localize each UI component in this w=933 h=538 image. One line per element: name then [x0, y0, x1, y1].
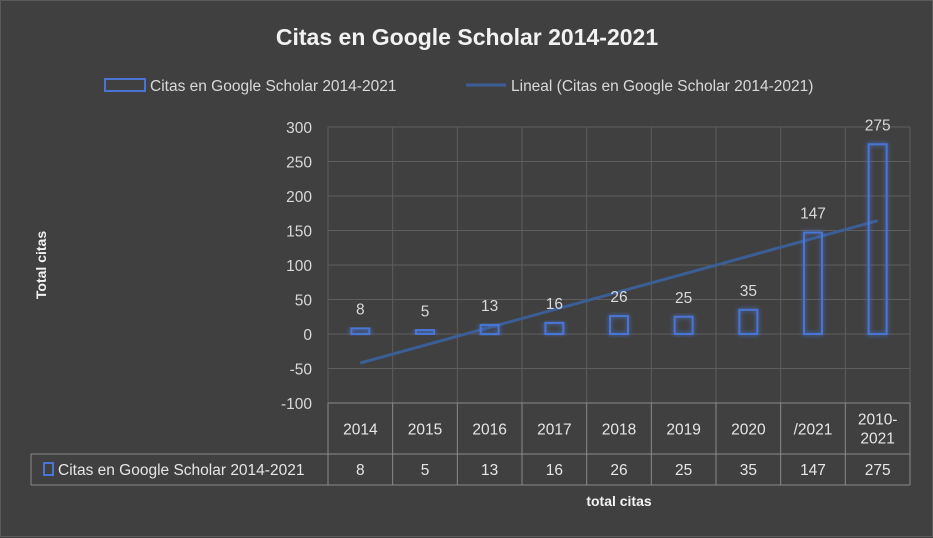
table-cell-value: 16: [546, 462, 563, 479]
data-label: 25: [675, 290, 692, 307]
table-cell-value: 275: [865, 462, 891, 479]
y-tick-label: -100: [281, 396, 312, 413]
y-tick-label: 300: [286, 120, 312, 137]
legend-bar-label: Citas en Google Scholar 2014-2021: [150, 78, 396, 95]
x-category-label: 2015: [408, 422, 442, 439]
data-label: 147: [800, 206, 826, 223]
y-tick-label: 150: [286, 224, 312, 241]
data-label: 35: [740, 283, 757, 300]
bar: [673, 315, 694, 335]
table-cell-value: 147: [800, 462, 826, 479]
x-category-label: 2020: [731, 422, 766, 439]
x-axis-title: total citas: [586, 493, 652, 509]
x-category-label-line: 2021: [860, 431, 894, 448]
data-label: 26: [610, 289, 627, 306]
bar: [867, 143, 888, 335]
table-cell-value: 13: [481, 462, 498, 479]
legend-trend-label: Lineal (Citas en Google Scholar 2014-202…: [511, 78, 813, 95]
data-label: 16: [546, 296, 563, 313]
table-cell-value: 8: [356, 462, 365, 479]
x-category-label: 2018: [602, 422, 636, 439]
x-category-label: 2016: [472, 422, 506, 439]
y-tick-label: 100: [286, 258, 312, 275]
legend-bar-swatch: [104, 78, 146, 92]
bar: [609, 315, 629, 335]
chart-title: Citas en Google Scholar 2014-2021: [276, 24, 658, 50]
x-category-label: 2014: [343, 422, 378, 439]
table-cell-value: 35: [740, 462, 757, 479]
y-tick-label: 50: [295, 293, 313, 310]
bar: [803, 231, 823, 336]
table-series-label: Citas en Google Scholar 2014-2021: [58, 462, 304, 479]
bar: [350, 327, 371, 336]
y-tick-label: 200: [286, 189, 312, 206]
bar: [479, 324, 500, 335]
x-category-label: 2019: [666, 422, 700, 439]
data-label: 13: [481, 298, 498, 315]
bar: [738, 308, 759, 336]
x-category-label-line: 2010-: [858, 412, 898, 429]
legend: Citas en Google Scholar 2014-2021 Lineal…: [104, 78, 813, 95]
bar: [544, 321, 565, 335]
data-label: 8: [356, 301, 365, 318]
y-axis-title: Total citas: [33, 231, 49, 299]
table-cell-value: 5: [421, 462, 430, 479]
bar: [415, 329, 435, 335]
data-label: 5: [421, 304, 430, 321]
y-tick-label: 250: [286, 155, 312, 172]
x-category-label: /2021: [794, 422, 833, 439]
y-tick-label: -50: [290, 362, 313, 379]
table-legend-key: [43, 462, 54, 476]
x-category-label: 2017: [537, 422, 571, 439]
y-tick-label: 0: [303, 327, 312, 344]
data-label: 275: [865, 117, 891, 134]
x-category-label: 2010- 2021: [858, 412, 898, 448]
table-cell-value: 25: [675, 462, 692, 479]
trendline: [359, 219, 879, 365]
table-cell-value: 26: [610, 462, 627, 479]
